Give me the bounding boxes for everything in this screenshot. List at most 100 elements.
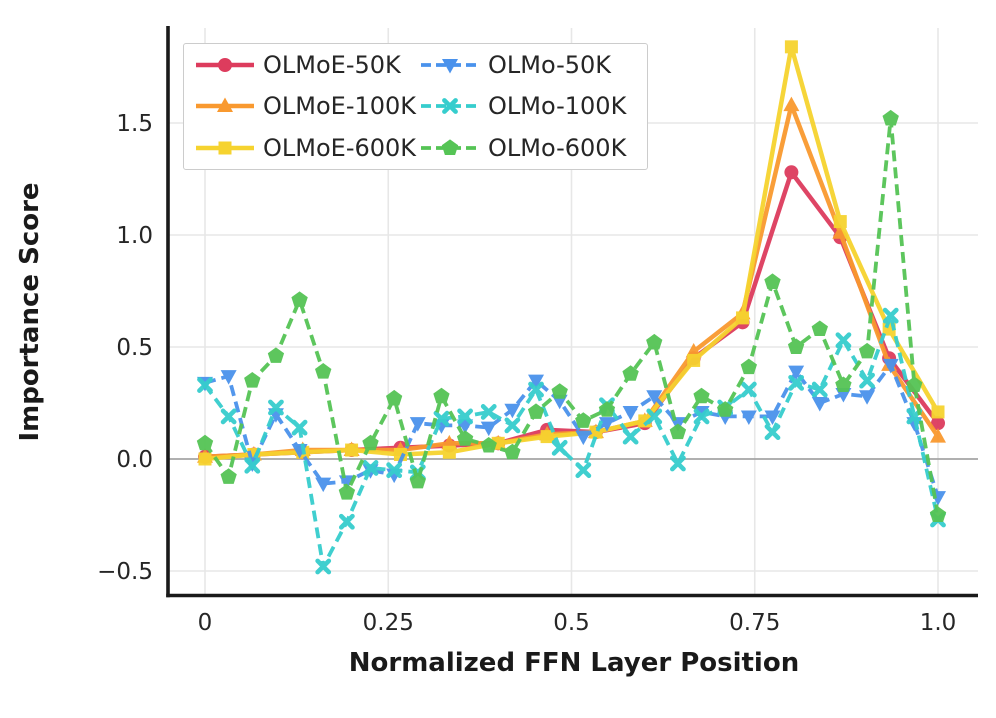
marker-x xyxy=(551,439,568,456)
marker-pentagon xyxy=(386,389,403,406)
marker-pentagon xyxy=(433,387,450,404)
marker-square xyxy=(198,452,212,466)
marker-pentagon xyxy=(669,423,687,440)
legend-entry-olmo-100k: OLMo-100K xyxy=(419,94,626,118)
marker-pentagon xyxy=(291,291,308,307)
legend-label-olmoe-50k: OLMoE-50K xyxy=(263,50,401,79)
legend-key-olmo-50k xyxy=(421,58,479,74)
marker-triangle-up xyxy=(783,96,800,112)
marker-x xyxy=(244,457,261,474)
marker-x xyxy=(442,98,458,115)
x-tick-label: 1.0 xyxy=(920,610,957,636)
marker-square xyxy=(540,430,554,444)
legend-key-olmoe-50k xyxy=(196,57,254,72)
marker-triangle-down xyxy=(788,365,805,381)
marker-triangle-up xyxy=(217,97,233,113)
marker-square xyxy=(833,215,847,229)
marker-pentagon xyxy=(480,437,497,453)
marker-x xyxy=(291,419,308,436)
y-tick-label: 1.0 xyxy=(116,223,153,249)
y-tick-label: 1.5 xyxy=(116,111,153,137)
marker-pentagon xyxy=(622,365,639,381)
y-axis-title: Importance Score xyxy=(15,182,45,442)
marker-triangle-up xyxy=(930,428,946,443)
marker-triangle-up xyxy=(441,434,458,450)
legend: OLMoE-50K OLMoE-100K OLMoE-600K OLMo-50K OLM… xyxy=(183,43,648,170)
marker-pentagon xyxy=(196,434,214,451)
marker-triangle-down xyxy=(740,410,757,425)
marker-circle xyxy=(218,57,232,72)
marker-x xyxy=(788,374,805,391)
marker-triangle-down xyxy=(409,417,426,432)
marker-triangle-down xyxy=(480,421,497,437)
marker-pentagon xyxy=(456,430,474,446)
marker-triangle-down xyxy=(315,477,332,493)
legend-label-olmo-600k: OLMo-600K xyxy=(488,134,627,163)
marker-pentagon xyxy=(338,484,356,500)
legend-column: OLMoE-50K OLMoE-100K OLMoE-600K xyxy=(194,44,416,169)
marker-x xyxy=(882,307,899,324)
marker-pentagon xyxy=(929,506,947,522)
marker-square xyxy=(784,40,798,54)
x-tick-label: 0.5 xyxy=(553,610,590,636)
marker-x xyxy=(646,408,663,425)
marker-pentagon xyxy=(811,320,828,336)
marker-square xyxy=(931,405,945,419)
marker-square xyxy=(736,311,750,325)
marker-triangle-down xyxy=(504,403,521,419)
marker-triangle-up xyxy=(685,342,702,358)
marker-circle xyxy=(931,416,945,431)
series-olmo-100k xyxy=(197,307,946,575)
x-tick-label: 0.75 xyxy=(729,610,780,636)
legend-key-olmo-600k xyxy=(421,139,479,156)
x-tick-label: 0.25 xyxy=(363,610,414,636)
marker-pentagon xyxy=(267,347,285,363)
marker-pentagon xyxy=(244,372,261,388)
marker-triangle-down xyxy=(622,405,639,421)
marker-pentagon xyxy=(551,383,568,399)
marker-pentagon xyxy=(409,472,426,489)
marker-circle xyxy=(784,165,799,180)
marker-triangle-down xyxy=(598,417,615,432)
marker-triangle-down xyxy=(859,390,876,405)
x-axis-title: Normalized FFN Layer Position xyxy=(348,648,800,678)
legend-entry-olmoe-600k: OLMoE-600K xyxy=(194,136,416,160)
legend-label-olmoe-100k: OLMoE-100K xyxy=(263,92,417,121)
marker-x xyxy=(338,513,355,530)
marker-triangle-down xyxy=(220,370,237,385)
marker-pentagon xyxy=(504,443,521,460)
marker-pentagon xyxy=(441,139,459,156)
marker-pentagon xyxy=(858,342,876,359)
y-tick-label: 0.5 xyxy=(116,335,153,361)
marker-pentagon xyxy=(835,376,852,392)
legend-key-olmoe-600k xyxy=(196,141,254,155)
marker-x xyxy=(835,332,852,349)
marker-pentagon xyxy=(882,109,899,126)
legend-column: OLMo-50K OLMo-100K OLMo-600K xyxy=(419,44,626,169)
marker-x xyxy=(362,460,379,476)
marker-triangle-down xyxy=(882,358,899,374)
marker-x xyxy=(811,381,828,398)
marker-x xyxy=(315,558,332,575)
series-olmo-600k xyxy=(196,109,947,522)
marker-triangle-down xyxy=(811,397,828,412)
marker-triangle-down xyxy=(575,430,592,446)
marker-triangle-down xyxy=(442,58,458,74)
marker-x xyxy=(457,408,473,425)
marker-pentagon xyxy=(906,376,923,392)
marker-x xyxy=(268,399,284,416)
legend-label-olmo-100k: OLMo-100K xyxy=(488,92,627,121)
marker-pentagon xyxy=(575,412,592,428)
series-line-olmoe-600k xyxy=(204,44,940,462)
marker-x xyxy=(764,424,781,441)
marker-x xyxy=(622,428,639,445)
legend-entry-olmo-50k: OLMo-50K xyxy=(419,53,626,77)
marker-pentagon xyxy=(598,401,616,417)
marker-pentagon xyxy=(787,338,805,354)
marker-pentagon xyxy=(315,363,332,379)
marker-pentagon xyxy=(740,358,757,375)
marker-triangle-down xyxy=(764,410,781,425)
legend-entry-olmoe-100k: OLMoE-100K xyxy=(194,94,416,118)
marker-pentagon xyxy=(646,333,663,350)
